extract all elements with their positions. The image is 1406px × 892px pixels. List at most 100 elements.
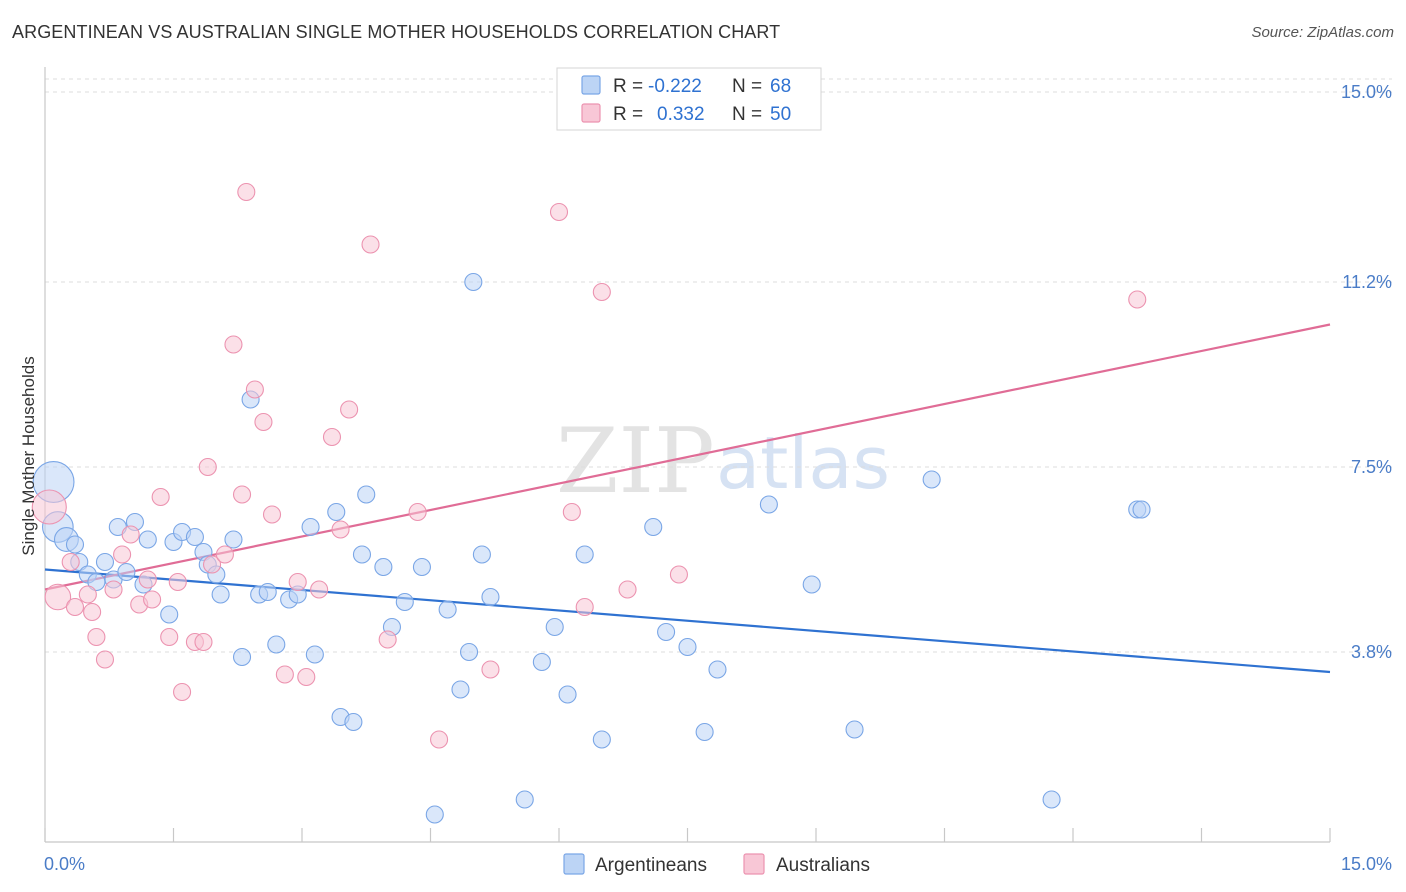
- legend-r-label-0: R =: [613, 76, 643, 97]
- point-australians-46: [669, 565, 688, 584]
- point-argentineans-23: [232, 647, 252, 667]
- point-argentineans-32: [327, 502, 346, 522]
- point-argentineans-34: [344, 712, 363, 732]
- y-tick-label-0: 3.8%: [1351, 642, 1392, 662]
- point-australians-21: [203, 555, 222, 574]
- point-australians-16: [168, 572, 187, 592]
- point-australians-10: [121, 525, 140, 544]
- watermark-atlas: atlas: [716, 421, 890, 505]
- legend: R = -0.222 N = 68 R = 0.332 N = 50: [556, 67, 822, 131]
- point-australians-13: [143, 590, 162, 609]
- point-argentineans-39: [395, 592, 414, 612]
- point-australians-4: [78, 585, 97, 604]
- point-argentineans-35: [352, 545, 372, 564]
- point-australians-20: [198, 457, 217, 477]
- point-australians-31: [297, 667, 316, 687]
- point-argentineans-56: [678, 637, 697, 657]
- y-tick-label-2: 11.2%: [1342, 272, 1392, 292]
- point-australians-35: [340, 400, 359, 419]
- point-australians-3: [65, 597, 85, 617]
- point-australians-26: [245, 380, 264, 399]
- point-australians-38: [408, 502, 427, 522]
- legend-swatch-australians: [581, 103, 601, 123]
- point-australians-19: [194, 632, 213, 652]
- point-argentineans-26: [258, 582, 277, 602]
- watermark: ZIP atlas: [556, 409, 890, 514]
- bottom-legend-label-argentineans: Argentineans: [595, 855, 707, 876]
- trend-line-australians: [44, 323, 1331, 591]
- point-argentineans-17: [185, 527, 204, 547]
- legend-r-value-1: 0.332: [657, 104, 705, 125]
- point-argentineans-61: [845, 720, 864, 739]
- point-argentineans-57: [695, 722, 714, 742]
- point-argentineans-45: [464, 272, 483, 292]
- point-argentineans-22: [224, 530, 243, 549]
- point-argentineans-58: [708, 660, 727, 679]
- point-argentineans-27: [267, 635, 286, 654]
- point-argentineans-14: [160, 605, 179, 624]
- watermark-zip: ZIP: [556, 409, 715, 514]
- point-argentineans-51: [558, 685, 577, 704]
- point-australians-28: [262, 505, 282, 524]
- point-australians-15: [160, 627, 179, 647]
- point-australians-32: [310, 580, 329, 599]
- point-australians-47: [1128, 290, 1147, 309]
- point-australians-45: [618, 580, 637, 599]
- point-argentineans-37: [374, 557, 393, 577]
- point-australians-6: [87, 627, 106, 647]
- point-argentineans-43: [451, 680, 470, 699]
- point-australians-27: [254, 412, 273, 432]
- point-argentineans-54: [644, 517, 663, 537]
- point-australians-30: [288, 572, 307, 592]
- legend-n-value-1: 50: [770, 104, 791, 125]
- point-argentineans-30: [301, 517, 320, 537]
- point-australians-14: [151, 487, 170, 507]
- point-australians-7: [95, 650, 115, 669]
- point-argentineans-62: [922, 470, 941, 489]
- point-australians-23: [224, 335, 243, 354]
- point-argentineans-59: [759, 495, 778, 514]
- point-argentineans-63: [1042, 790, 1061, 809]
- source-label: Source: ZipAtlas.com: [1251, 24, 1394, 41]
- point-argentineans-53: [592, 730, 611, 749]
- point-australians-24: [232, 485, 252, 504]
- point-australians-25: [237, 182, 256, 202]
- point-australians-40: [481, 660, 500, 679]
- y-tick-label-3: 15.0%: [1341, 82, 1392, 102]
- legend-swatch-argentineans: [581, 75, 601, 95]
- legend-n-label-0: N =: [732, 76, 762, 97]
- point-argentineans-42: [438, 600, 457, 619]
- legend-n-value-0: 68: [770, 76, 791, 97]
- point-argentineans-7: [95, 552, 115, 572]
- point-argentineans-50: [545, 617, 564, 637]
- point-australians-1: [44, 583, 72, 611]
- point-argentineans-31: [305, 645, 324, 664]
- x-tick-label-max: 15.0%: [1341, 854, 1392, 874]
- point-argentineans-48: [515, 790, 534, 809]
- point-argentineans-47: [481, 587, 500, 607]
- point-argentineans-10: [117, 562, 136, 582]
- point-australians-17: [173, 682, 192, 702]
- point-argentineans-49: [532, 652, 551, 672]
- point-australians-8: [104, 580, 123, 599]
- point-australians-2: [61, 552, 80, 572]
- legend-n-label-1: N =: [732, 104, 762, 125]
- chart-title: ARGENTINEAN VS AUSTRALIAN SINGLE MOTHER …: [12, 22, 781, 42]
- point-argentineans-3: [65, 535, 85, 554]
- y-tick-labels: 3.8% 7.5% 11.2% 15.0%: [1341, 82, 1392, 662]
- x-tick-label-min: 0.0%: [44, 854, 85, 874]
- bottom-legend: Argentineans Australians: [563, 853, 870, 876]
- y-tick-label-1: 7.5%: [1351, 457, 1392, 477]
- point-argentineans-44: [459, 642, 479, 662]
- point-australians-43: [575, 597, 594, 617]
- point-argentineans-36: [357, 485, 376, 504]
- axes: [44, 67, 1331, 843]
- data-points: [31, 182, 1151, 824]
- point-argentineans-65: [1132, 500, 1151, 519]
- point-australians-5: [83, 602, 102, 622]
- point-argentineans-40: [412, 557, 431, 577]
- point-australians-22: [215, 545, 234, 564]
- point-australians-12: [138, 570, 157, 589]
- point-australians-0: [31, 489, 67, 525]
